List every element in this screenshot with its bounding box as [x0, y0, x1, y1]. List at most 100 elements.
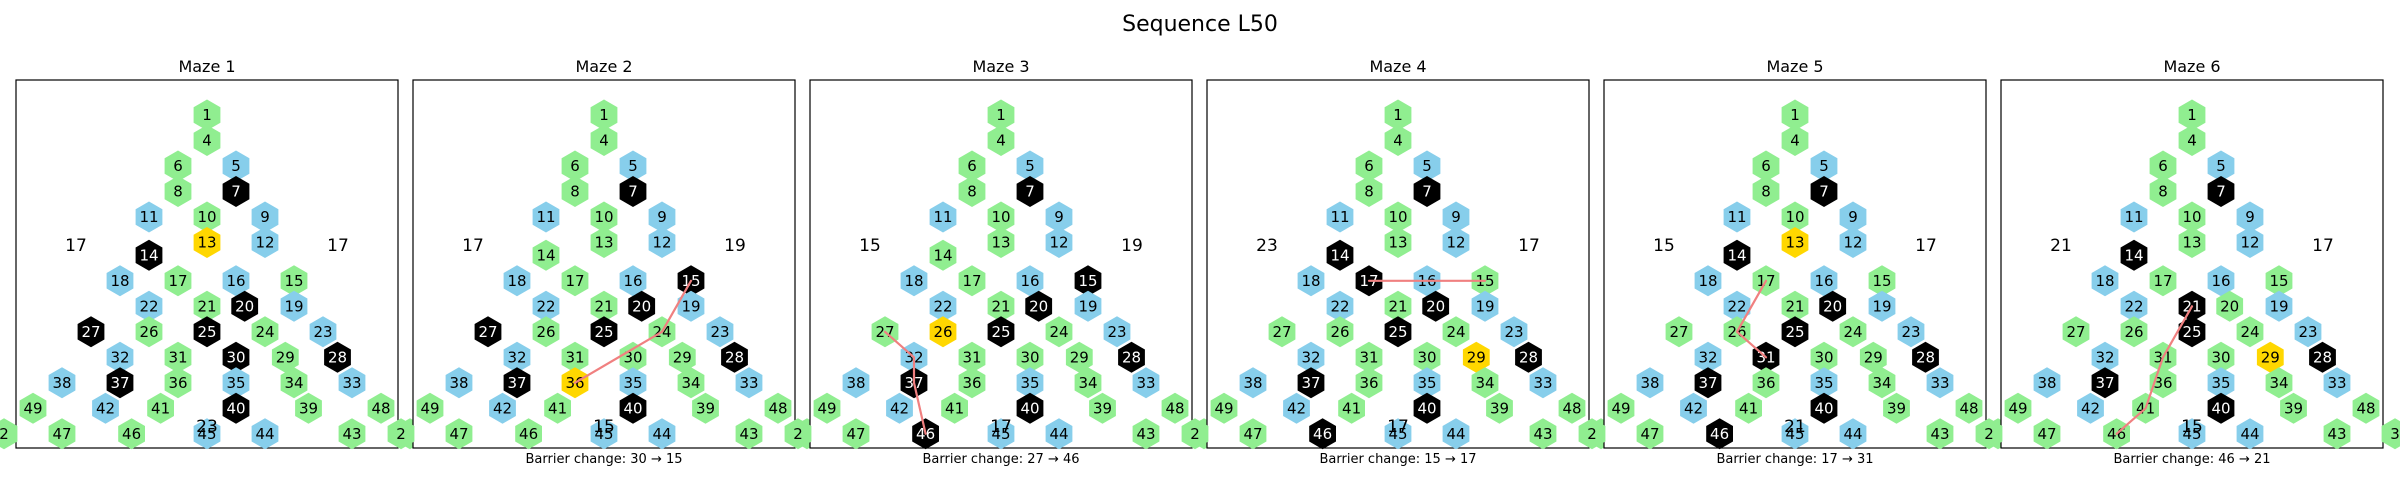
cell-label: 20 [632, 297, 651, 315]
cell-label: 36 [962, 374, 981, 392]
barrier-change-caption: Barrier change: 15 → 17 [1319, 452, 1476, 467]
cell-label: 10 [197, 208, 216, 226]
left-side-value: 23 [1256, 236, 1278, 256]
maze-cell-16 [619, 265, 647, 297]
maze-panel-6: Maze 612 34567891011121314151617181920212… [1975, 57, 2400, 467]
maze-cell-21 [987, 290, 1015, 322]
cell-label: 31 [962, 348, 981, 366]
left-side-value: 17 [462, 236, 484, 256]
maze-cell-7 [2207, 176, 2235, 207]
cell-label: 34 [1872, 374, 1891, 392]
cell-label: 46 [122, 425, 141, 443]
cell-label: 33 [739, 374, 758, 392]
maze-cell-48 [1161, 392, 1189, 424]
maze-cell-20 [1819, 290, 1847, 322]
cell-label: 33 [1533, 374, 1552, 392]
maze-cell-20 [1422, 290, 1450, 322]
maze-cell-24 [251, 316, 279, 348]
cell-label: 7 [1422, 183, 1432, 201]
maze-cell-13 [2178, 227, 2206, 258]
maze-cell-38 [1636, 367, 1664, 399]
maze-cell-24 [1839, 316, 1867, 348]
route-path [573, 279, 693, 384]
cell-label: 15 [1078, 272, 1097, 290]
maze-cell-29 [271, 341, 299, 373]
maze-cell-47 [2033, 418, 2061, 450]
cell-label: 16 [1020, 272, 1039, 290]
cell-label: 12 [255, 234, 274, 252]
maze-cell-28 [324, 341, 351, 373]
maze-cell-34 [280, 367, 308, 399]
maze-cell-42 [489, 392, 516, 424]
maze-cell-13 [193, 227, 221, 258]
maze-cell-35 [619, 367, 647, 399]
maze-cell-35 [1413, 367, 1441, 399]
cell-label: 6 [967, 157, 977, 175]
cell-label: 9 [1054, 208, 1064, 226]
maze-cell-27 [474, 316, 502, 348]
cell-label: 30 [623, 348, 642, 366]
maze-cell-38 [842, 367, 870, 399]
cell-label: 33 [342, 374, 361, 392]
maze-cell-19 [1074, 290, 1102, 322]
maze-cell-2 [784, 418, 812, 450]
cell-label: 23 [1107, 323, 1126, 341]
barrier-change-caption: Barrier change: 30 → 15 [525, 452, 682, 467]
cell-label: 49 [1611, 399, 1630, 417]
maze-title: Maze 4 [1369, 57, 1426, 76]
maze-cell-22 [1723, 290, 1751, 322]
right-side-value: 17 [1915, 236, 1937, 256]
maze-cell-26 [1326, 316, 1354, 348]
maze-cell-38 [1239, 367, 1267, 399]
maze-cell-40 [222, 392, 250, 424]
maze-cell-12 [1045, 227, 1073, 258]
route-path [1735, 279, 1768, 359]
cell-label: 39 [1887, 399, 1906, 417]
cell-label: 34 [1078, 374, 1097, 392]
maze-cell-19 [1868, 290, 1896, 322]
maze-cell-4 [2178, 125, 2206, 156]
maze-cell-11 [2120, 201, 2148, 233]
cell-label: 25 [594, 323, 613, 341]
cell-label: 42 [1684, 399, 1703, 417]
cell-label: 23 [2298, 323, 2317, 341]
maze-cell-17 [164, 265, 192, 297]
maze-cell-46 [118, 418, 145, 450]
maze-cell-47 [1239, 418, 1267, 450]
maze-cell-4 [1384, 125, 1412, 156]
maze-cell-47 [1636, 418, 1664, 450]
cell-label: 32 [1301, 348, 1320, 366]
cell-label: 30 [1814, 348, 1833, 366]
maze-cell-12 [1442, 227, 1470, 258]
cell-label: 27 [2066, 323, 2085, 341]
maze-cell-45 [193, 418, 221, 450]
maze-cell-44 [1045, 418, 1073, 450]
maze-cell-9 [2236, 201, 2264, 233]
bottom-side-value: 17 [1387, 417, 1409, 437]
maze-cell-24 [2236, 316, 2264, 348]
maze-cell-36 [164, 367, 192, 399]
maze-cell-5 [2207, 150, 2235, 182]
maze-cell-43 [2323, 418, 2351, 450]
cell-label: 19 [1078, 297, 1097, 315]
maze-cell-47 [48, 418, 76, 450]
cell-label: 39 [1093, 399, 1112, 417]
maze-cell-31 [958, 341, 986, 373]
maze-cell-35 [222, 367, 250, 399]
maze-cell-19 [1471, 290, 1499, 322]
cell-label: 6 [1364, 157, 1374, 175]
cell-label: 8 [967, 183, 977, 201]
cell-label: 1 [1790, 106, 1800, 124]
cell-label: 34 [2269, 374, 2288, 392]
cell-label: 48 [1165, 399, 1184, 417]
route-path [883, 330, 927, 435]
maze-cell-9 [1045, 201, 1073, 233]
maze-cell-34 [1868, 367, 1896, 399]
cell-label: 25 [991, 323, 1010, 341]
maze-cell-7 [1413, 176, 1441, 207]
maze-cell-5 [222, 150, 250, 182]
maze-cell-29 [1859, 341, 1887, 373]
cell-label: 22 [1330, 297, 1349, 315]
cell-label: 5 [1819, 157, 1829, 175]
